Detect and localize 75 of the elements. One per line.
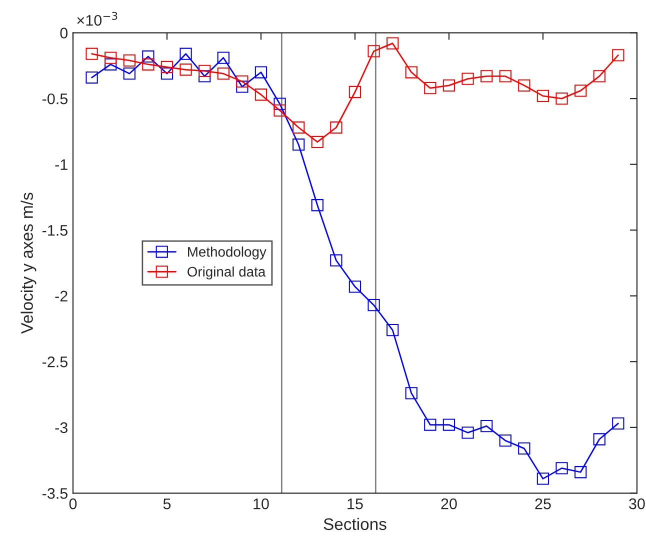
point <box>480 70 493 82</box>
point <box>330 254 342 266</box>
point <box>499 434 512 447</box>
y-tick-label: -3.5 <box>42 488 68 499</box>
point <box>160 60 174 74</box>
point <box>368 45 380 58</box>
point <box>311 199 324 212</box>
y-tick-label: -2.5 <box>42 356 68 368</box>
point <box>274 98 286 110</box>
point <box>386 37 399 50</box>
point <box>236 75 248 88</box>
point <box>480 420 493 432</box>
point <box>462 426 474 439</box>
x-axis-title: Sections <box>324 518 386 530</box>
point <box>424 418 436 431</box>
text: ×10$^{−3}$ <box>77 12 118 26</box>
point <box>593 433 606 446</box>
x-tick-label: 10 <box>254 498 269 510</box>
x-tick-label: 5 <box>163 498 171 510</box>
point <box>556 92 568 105</box>
y-tick-label: -1 <box>55 159 68 170</box>
point <box>405 66 418 78</box>
point <box>254 66 268 78</box>
point <box>330 121 342 134</box>
x-tick-label: 0 <box>69 498 77 510</box>
point <box>104 52 117 64</box>
point <box>612 417 624 430</box>
point <box>518 79 530 92</box>
point <box>142 50 154 63</box>
point <box>536 90 550 102</box>
point <box>86 48 98 60</box>
point <box>405 387 418 400</box>
point <box>612 49 624 62</box>
point <box>499 70 512 82</box>
y-tick-label: -3 <box>55 422 68 434</box>
point <box>254 88 268 101</box>
point <box>348 86 362 98</box>
y-tick-label: 0 <box>60 28 68 38</box>
point <box>593 70 606 82</box>
x-tick-label: 25 <box>535 498 551 510</box>
point <box>86 71 98 84</box>
point <box>123 68 136 80</box>
x-tick-label: 30 <box>629 498 645 510</box>
point <box>462 72 474 85</box>
point <box>123 54 136 66</box>
point <box>424 82 436 94</box>
point <box>536 472 550 485</box>
point <box>217 52 230 64</box>
y-tick-label: -0.5 <box>42 93 68 104</box>
point <box>104 58 117 70</box>
point <box>217 68 230 80</box>
point <box>292 138 305 151</box>
x-tick-label: 20 <box>441 498 457 510</box>
point <box>442 79 456 92</box>
point <box>180 64 192 76</box>
point <box>442 418 456 431</box>
point <box>142 58 154 70</box>
point <box>574 466 587 478</box>
point <box>368 299 380 312</box>
x-tick-label: 15 <box>348 498 363 510</box>
point <box>574 84 587 97</box>
legend-label: Methodology <box>188 246 266 260</box>
point <box>292 121 305 134</box>
legend-label: Original data <box>188 266 266 280</box>
point <box>198 64 211 78</box>
y-tick-label: -1.5 <box>42 225 68 236</box>
y-tick-label: -2 <box>55 290 68 302</box>
point <box>556 462 568 474</box>
point <box>386 324 399 336</box>
point <box>274 104 286 116</box>
point <box>311 136 324 148</box>
y-axis-title: Velocity y axes m/s <box>20 192 36 334</box>
point <box>518 442 530 455</box>
point <box>348 280 362 293</box>
point <box>180 48 192 60</box>
